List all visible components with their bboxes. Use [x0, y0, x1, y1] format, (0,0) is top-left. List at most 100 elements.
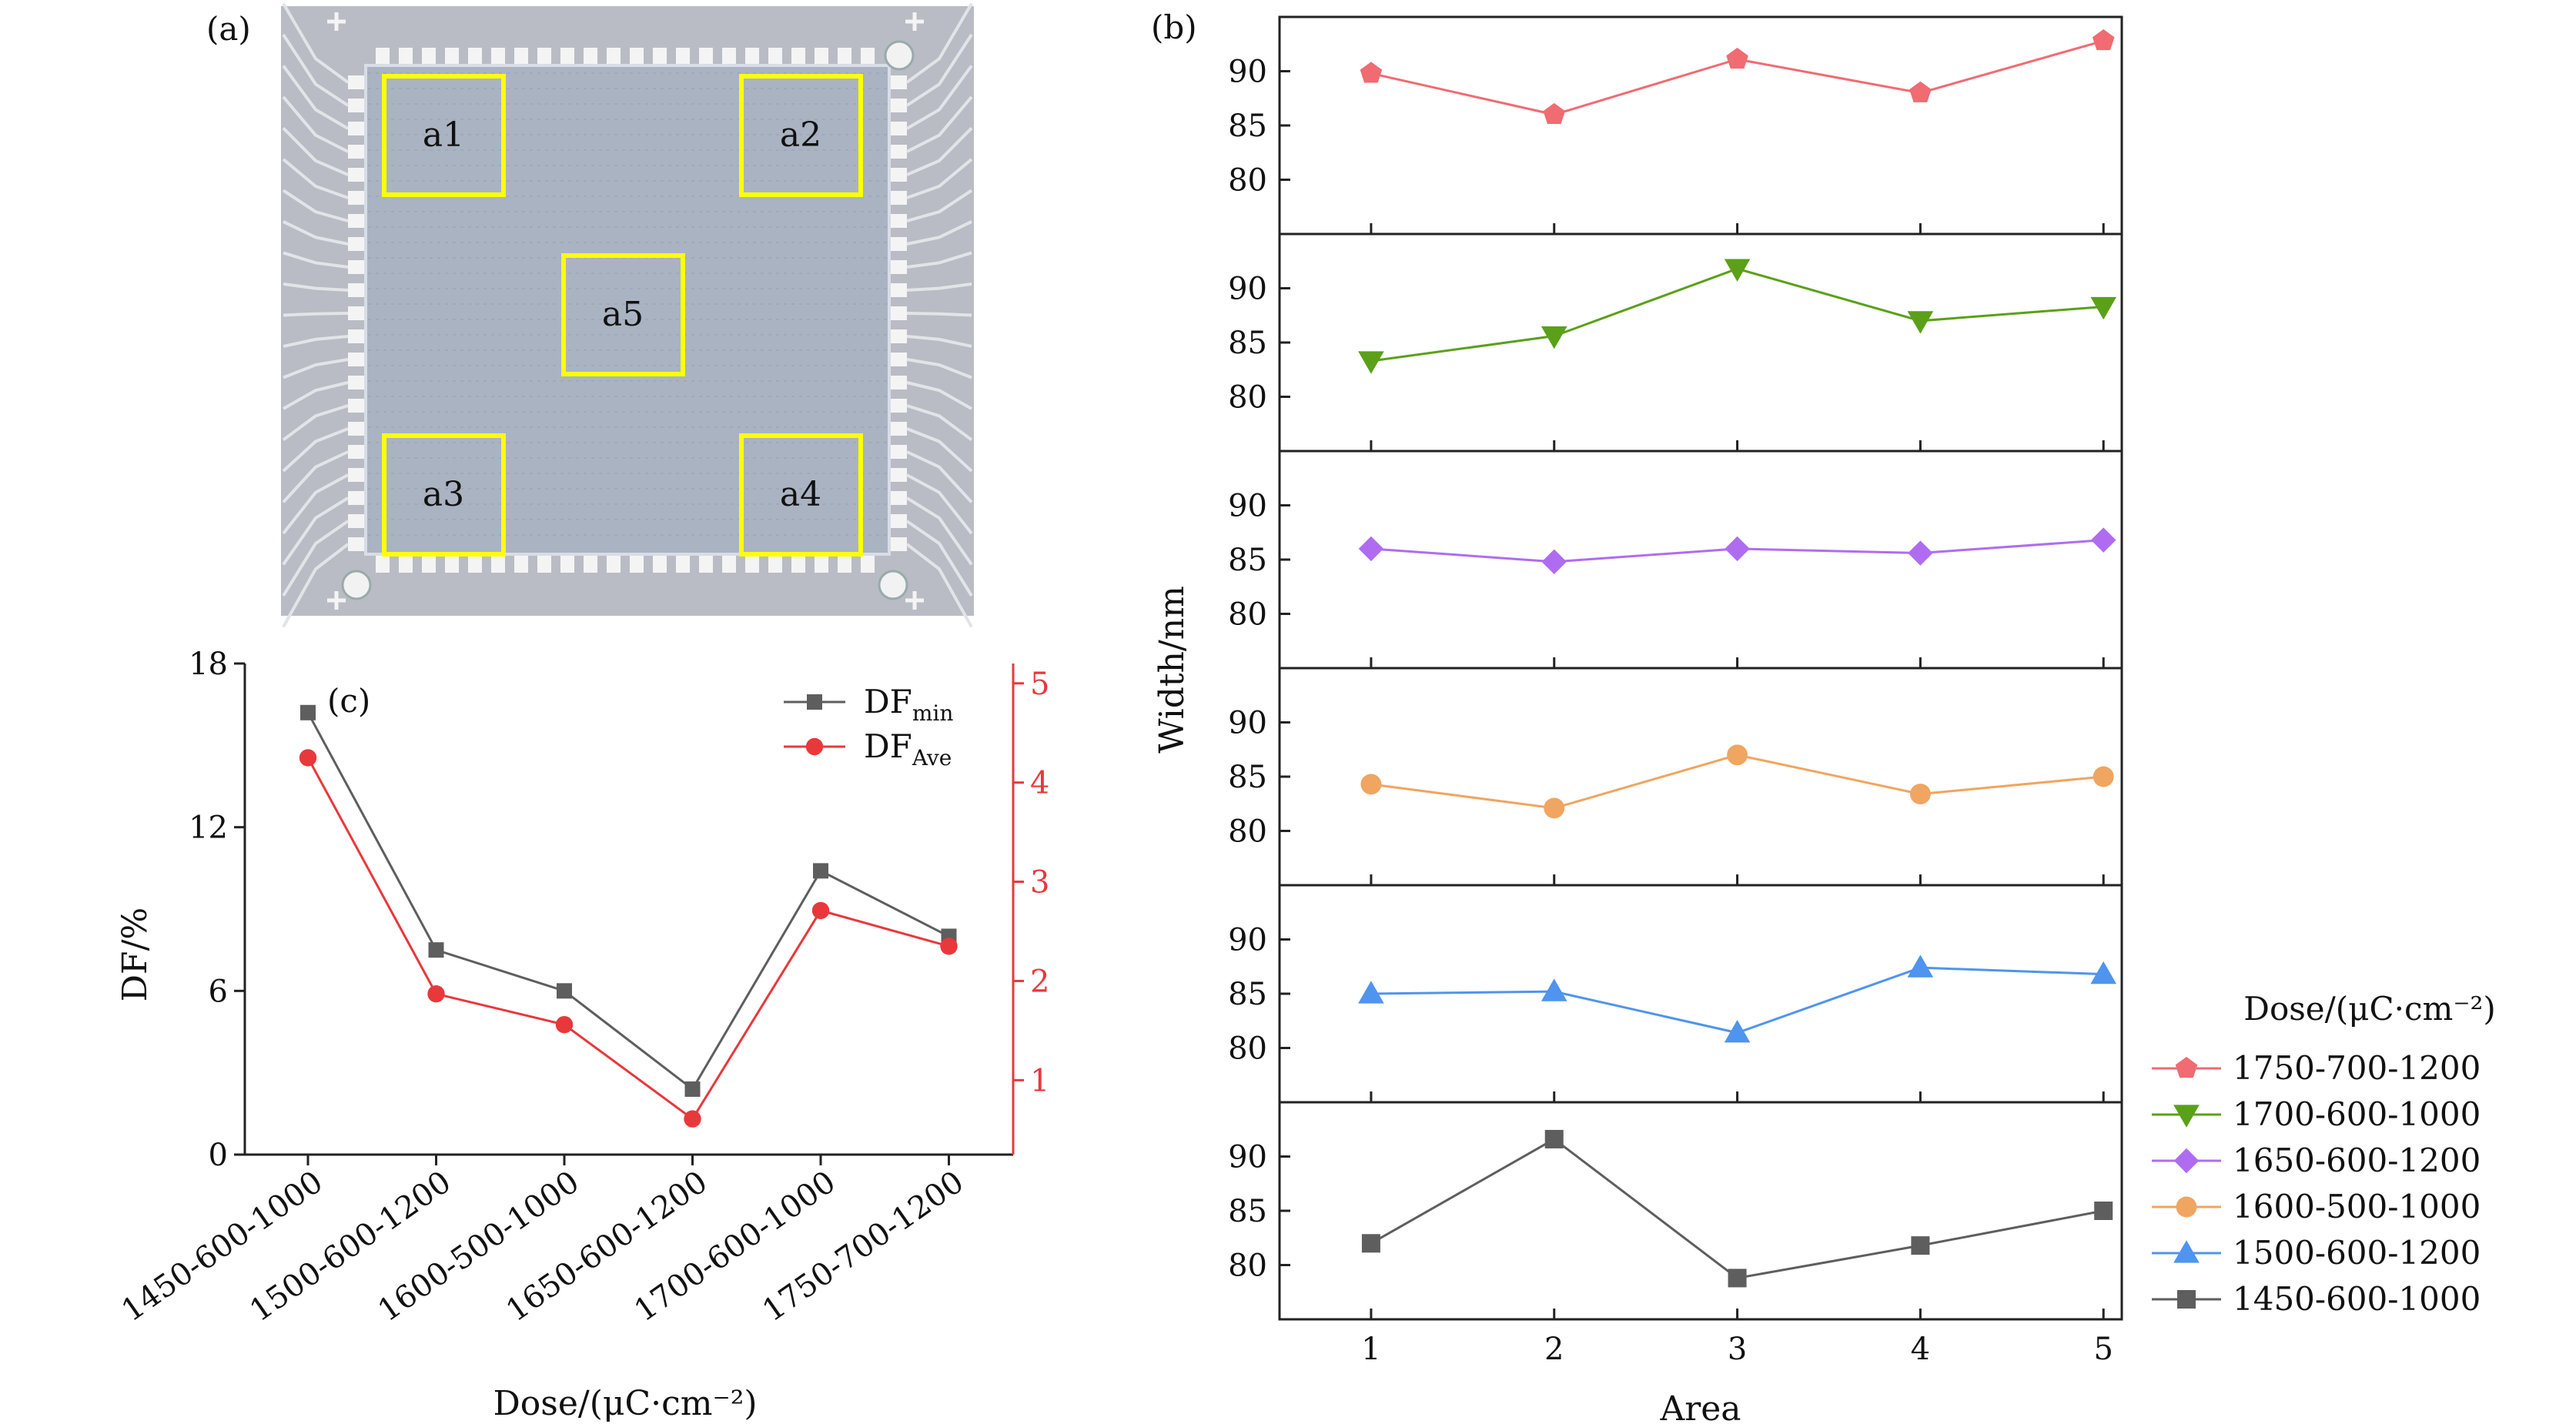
chart-b-point: [1361, 1234, 1380, 1253]
chart-b-ytick-label: 85: [1228, 326, 1267, 361]
chart-c-y2tick-label: 4: [1030, 766, 1049, 801]
lead-line: [906, 427, 973, 473]
lead-line: [906, 189, 973, 222]
lead-line: [282, 127, 349, 176]
bond-pad: [890, 537, 907, 551]
region-a5-label: a5: [602, 295, 644, 334]
chart-c-ytick-label: 6: [209, 974, 228, 1009]
bond-pad: [514, 556, 528, 573]
chart-b-point: [2094, 1202, 2113, 1220]
bond-pad: [607, 556, 621, 573]
lead-line: [905, 33, 973, 107]
bond-pad: [348, 75, 365, 89]
chart-b-x-ticks: 1 2 3 4 5: [1361, 1332, 2113, 1367]
chart-b-ytick-label: 85: [1228, 543, 1267, 578]
chart-b-point: [1909, 81, 1932, 102]
lead-line: [905, 65, 973, 130]
lead-line: [906, 473, 973, 535]
bond-pad: [468, 556, 482, 573]
bond-pad: [676, 556, 690, 573]
chart-c-point: [300, 704, 316, 720]
bond-pad: [676, 48, 690, 65]
chart-c-point: [427, 985, 445, 1003]
bond-pad: [348, 353, 365, 366]
bond-pad: [491, 48, 505, 65]
bond-pad: [890, 376, 907, 389]
array-texture: [368, 72, 887, 536]
chart-b-xlabel: Area: [1659, 1389, 1741, 1424]
region-a4-box: [739, 433, 863, 557]
region-a5-box: [561, 253, 685, 376]
chart-b-ytick-label: 85: [1228, 1194, 1267, 1229]
bond-pad: [514, 48, 528, 65]
bond-pad: [348, 445, 365, 459]
chart-b-xtick-label: 3: [1728, 1332, 1747, 1367]
chart-b-legend: Dose/(μC·cm⁻²) 1750-700-1200 1700-600-100…: [2152, 990, 2496, 1318]
bond-pad: [348, 191, 365, 205]
lead-line: [906, 312, 972, 317]
chart-b-subplot: 80 85 90: [1228, 15, 2123, 236]
bond-pad: [890, 445, 907, 459]
lead-line: [906, 127, 973, 176]
bond-pad: [348, 514, 365, 528]
chart-b-subplot-frame: [1278, 232, 2123, 453]
bond-pad: [890, 237, 907, 251]
chart-b-ytick-label: 90: [1228, 1140, 1267, 1175]
region-a2-box: [739, 74, 863, 197]
bond-pad: [584, 48, 597, 65]
lead-line: [283, 282, 349, 292]
bond-pad: [348, 168, 365, 182]
chart-c-point: [428, 942, 444, 958]
chart-c-ytick-label: 0: [209, 1138, 228, 1173]
chart-b-ytick-label: 80: [1228, 597, 1267, 633]
lead-line: [283, 335, 349, 348]
lead-line: [282, 427, 349, 473]
chart-b-plots: 80 85 90 80 85 90 80 85 90 80 85 90 80 85 90 80 85 90: [1228, 15, 2123, 1321]
chart-b-point: [1727, 744, 1748, 766]
corner-circle: [884, 40, 915, 71]
panel-c-label: (c): [327, 682, 370, 720]
chart-b-legend-entry: 1450-600-1000: [2233, 1280, 2481, 1318]
chart-b-legend-entry: 1650-600-1200: [2233, 1142, 2481, 1179]
bond-pad: [699, 48, 713, 65]
bond-pad: [348, 422, 365, 436]
chart-b-point: [1541, 326, 1567, 349]
lead-line: [283, 251, 349, 269]
lead-line: [282, 189, 349, 222]
bond-pad: [348, 468, 365, 482]
cross-mark: [327, 12, 346, 31]
chart-c-point: [684, 1081, 701, 1097]
bond-pad: [890, 491, 907, 505]
bond-pad: [890, 168, 907, 182]
bond-pad: [890, 260, 907, 274]
bond-pad: [890, 145, 907, 159]
bond-pad: [445, 556, 459, 573]
lead-line: [906, 282, 972, 292]
chart-b-subplot-frame: [1278, 15, 2123, 236]
bond-pad: [348, 145, 365, 159]
chart-c-y2tick-label: 5: [1030, 667, 1049, 702]
bond-pad: [422, 48, 436, 65]
bond-pad: [890, 122, 907, 135]
region-a1-box: [382, 74, 506, 197]
bond-pad: [348, 376, 365, 389]
bond-pad: [560, 556, 574, 573]
lead-line: [282, 2, 350, 84]
chart-c-legend-entry: DFAve: [864, 727, 952, 770]
panel-b: (b) 80 85 90 80 85 90 80 85 90 80 85 90 80 85 90 80 85 90…: [1151, 8, 2496, 1424]
chart-b-xtick-label: 1: [1361, 1332, 1380, 1367]
region-a1-label: a1: [423, 115, 464, 155]
bond-pad: [890, 75, 907, 89]
bond-pad: [348, 260, 365, 274]
chart-b-point: [1725, 536, 1750, 562]
chart-b-ytick-label: 80: [1228, 1249, 1267, 1284]
bond-pad: [376, 48, 390, 65]
lead-line: [906, 95, 973, 153]
chart-b-point: [1358, 351, 1384, 374]
lead-line: [282, 496, 350, 566]
bond-pad: [890, 422, 907, 436]
bond-pad: [348, 306, 365, 320]
chart-b-point: [1728, 1269, 1747, 1288]
chart-b-point: [1726, 47, 1748, 69]
chart-b-point: [1544, 1129, 1564, 1148]
